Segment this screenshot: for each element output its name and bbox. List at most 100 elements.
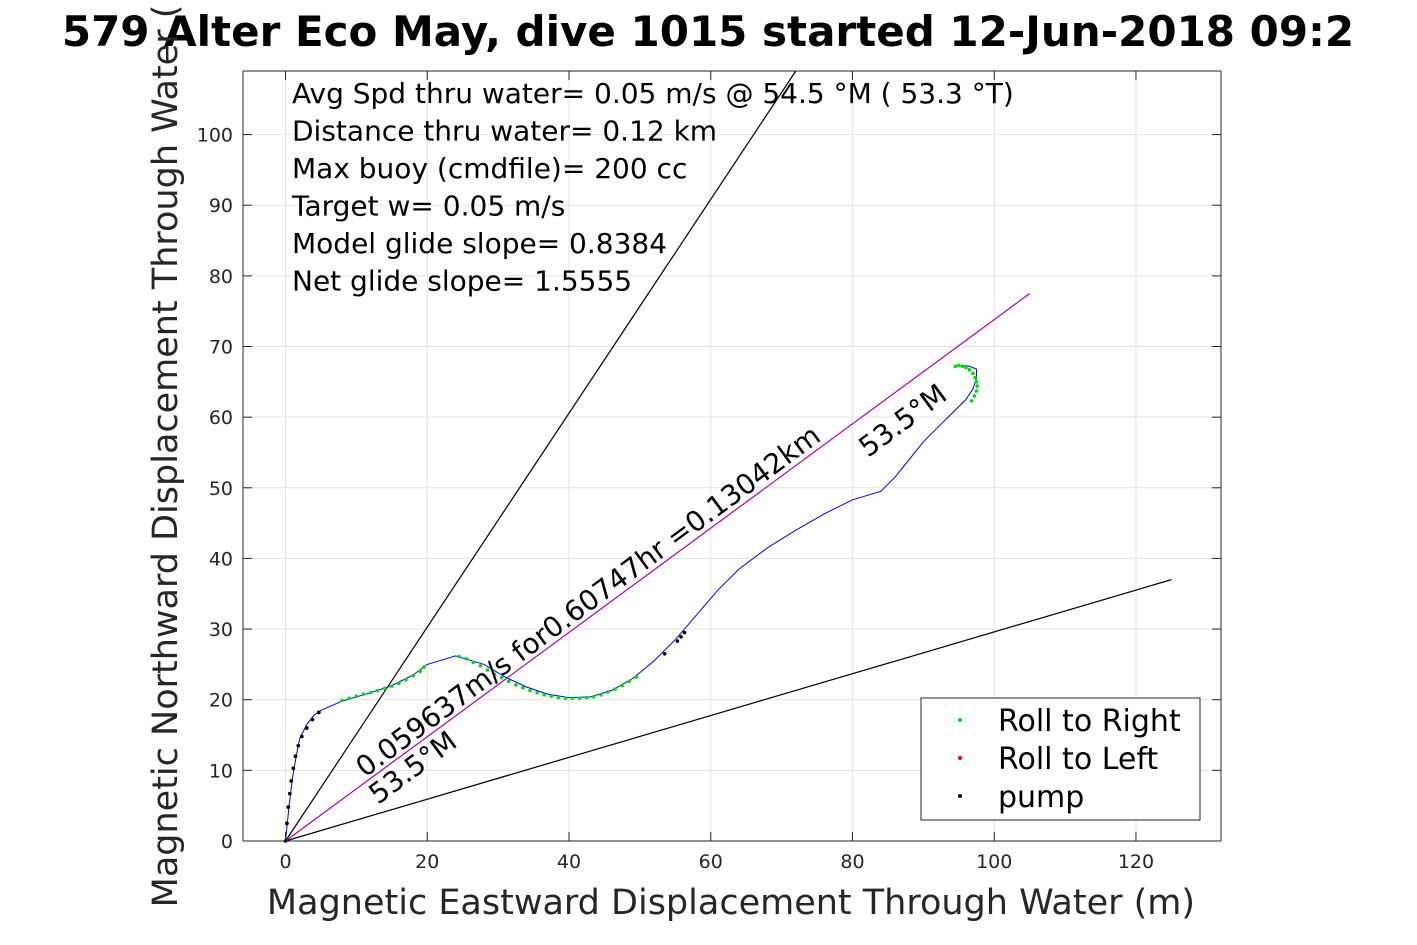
roll-to-right-point bbox=[972, 394, 977, 398]
pump-point bbox=[675, 639, 680, 643]
roll-to-right-point bbox=[521, 685, 525, 690]
roll-to-right-point bbox=[485, 668, 490, 672]
pump-point bbox=[285, 821, 289, 826]
pump-point bbox=[662, 651, 667, 656]
roll-to-right-point bbox=[964, 365, 968, 370]
roll-to-right-point bbox=[974, 380, 979, 384]
track-line bbox=[285, 365, 977, 842]
roll-to-right-point bbox=[974, 389, 979, 393]
roll-to-right-point bbox=[967, 368, 972, 372]
roll-to-right-point bbox=[599, 692, 603, 697]
roll-to-right-point bbox=[361, 692, 366, 696]
roll-to-right-point bbox=[375, 688, 380, 693]
speed-distance-label: 0.059637m/s for0.60747hr =0.13042km bbox=[350, 419, 827, 784]
roll-to-right-point bbox=[592, 695, 596, 699]
y-tick-label: 50 bbox=[209, 478, 233, 500]
annotation-line: Avg Spd thru water= 0.05 m/s @ 54.5 °M (… bbox=[292, 77, 1014, 110]
roll-to-right-point bbox=[613, 687, 617, 691]
roll-to-right-point bbox=[368, 690, 373, 695]
roll-to-right-point bbox=[404, 678, 408, 682]
y-tick-label: 90 bbox=[209, 195, 233, 217]
annotation-line: Distance thru water= 0.12 km bbox=[292, 115, 717, 148]
y-tick-label: 70 bbox=[209, 337, 233, 359]
pump-point bbox=[291, 766, 296, 771]
x-tick-label: 40 bbox=[557, 851, 581, 873]
roll-to-right-point bbox=[471, 660, 476, 665]
annotation-line: Model glide slope= 0.8384 bbox=[292, 227, 667, 260]
roll-to-right-point bbox=[390, 684, 394, 689]
legend-label-pump: pump bbox=[998, 780, 1084, 815]
pump-point bbox=[317, 710, 321, 715]
pump-point bbox=[682, 630, 687, 635]
pump-point bbox=[679, 635, 683, 639]
reference-lines bbox=[285, 70, 1172, 842]
annotation-line: Max buoy (cmdfile)= 200 cc bbox=[292, 152, 687, 185]
roll-to-right-point bbox=[556, 695, 561, 700]
y-tick-label: 40 bbox=[209, 548, 233, 570]
x-tick-label: 0 bbox=[279, 851, 291, 873]
x-axis-label: Magnetic Eastward Displacement Through W… bbox=[267, 883, 1195, 923]
roll-to-right-point bbox=[960, 364, 965, 369]
annotation-line: Net glide slope= 1.5555 bbox=[292, 265, 632, 298]
pump-point bbox=[293, 754, 298, 759]
y-tick-label: 20 bbox=[209, 690, 233, 712]
x-tick-label: 20 bbox=[415, 851, 439, 873]
roll-to-right-point bbox=[634, 675, 639, 679]
roll-to-right-point bbox=[956, 363, 961, 368]
reference-line bbox=[285, 579, 1172, 842]
grid-lines bbox=[243, 71, 1221, 842]
legend-label-roll-to-left: Roll to Left bbox=[998, 742, 1158, 777]
reference-line bbox=[285, 70, 797, 842]
pump-point bbox=[310, 717, 315, 722]
roll-to-right-point bbox=[492, 672, 497, 677]
roll-to-right-point bbox=[464, 656, 469, 661]
roll-to-right-point bbox=[421, 665, 426, 670]
roll-to-right-point bbox=[499, 676, 504, 680]
roll-to-right-point bbox=[535, 690, 539, 695]
y-axis-label: Magnetic Northward Displacement Through … bbox=[146, 5, 186, 908]
roll-to-right-point bbox=[397, 681, 401, 686]
chart-title: 579 Alter Eco May, dive 1015 started 12-… bbox=[62, 7, 1354, 56]
roll-to-right-point bbox=[457, 654, 461, 659]
pump-point bbox=[300, 734, 304, 739]
y-tick-label: 0 bbox=[221, 831, 233, 853]
roll-to-right-point bbox=[584, 695, 589, 700]
heading-label-high: 53.5°M bbox=[853, 377, 953, 463]
roll-to-right-point bbox=[528, 688, 532, 693]
roll-to-right-point bbox=[973, 375, 977, 380]
roll-to-right-point bbox=[506, 679, 511, 684]
data-points bbox=[283, 363, 980, 843]
roll-to-right-point bbox=[563, 696, 568, 701]
roll-to-right-point bbox=[606, 690, 610, 694]
legend-marker-roll-to-right bbox=[958, 718, 962, 722]
y-tick-label: 100 bbox=[197, 125, 233, 147]
roll-to-right-point bbox=[354, 694, 359, 698]
roll-to-right-point bbox=[577, 696, 582, 701]
roll-to-right-point bbox=[549, 694, 554, 698]
plot-frame bbox=[242, 70, 1222, 842]
roll-to-right-point bbox=[627, 679, 632, 684]
legend-marker-pump bbox=[958, 794, 962, 798]
pump-point bbox=[286, 805, 291, 809]
roll-to-right-point bbox=[542, 692, 546, 697]
roll-to-right-point bbox=[382, 686, 387, 691]
legend-box bbox=[920, 697, 1201, 821]
y-tick-label: 60 bbox=[209, 407, 233, 429]
pump-point bbox=[289, 779, 293, 783]
roll-to-right-point bbox=[953, 364, 958, 369]
roll-to-right-point bbox=[478, 664, 483, 668]
roll-to-right-point bbox=[411, 673, 415, 678]
stats-annotations: Avg Spd thru water= 0.05 m/s @ 54.5 °M (… bbox=[291, 77, 1014, 298]
y-tick-label: 10 bbox=[209, 760, 233, 782]
legend-marker-roll-to-left bbox=[958, 756, 962, 760]
reference-line bbox=[285, 293, 1031, 842]
roll-to-right-point bbox=[971, 371, 975, 376]
roll-to-right-point bbox=[620, 683, 624, 688]
annotation-line: Target w= 0.05 m/s bbox=[291, 190, 565, 223]
roll-to-right-point bbox=[418, 669, 422, 674]
roll-to-right-point bbox=[570, 696, 575, 701]
x-tick-label: 80 bbox=[840, 851, 864, 873]
roll-to-right-point bbox=[969, 399, 974, 403]
